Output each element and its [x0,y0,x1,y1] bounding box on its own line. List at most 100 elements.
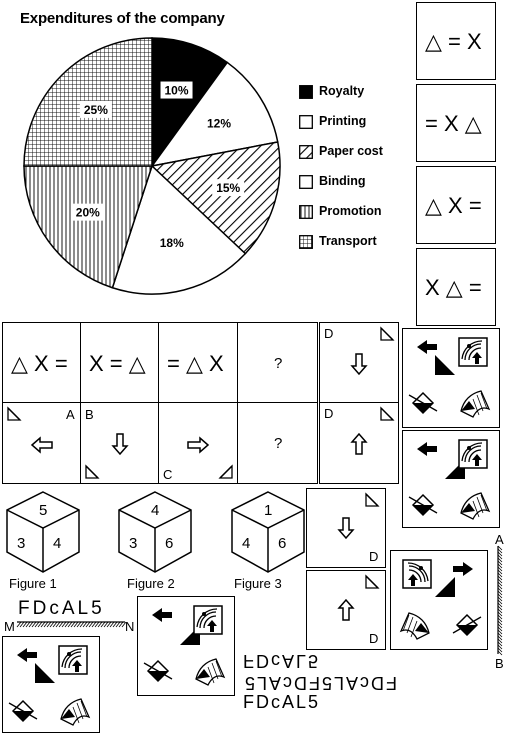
cube-face-left: 3 [17,535,26,552]
pie-label-promotion: 20% [76,206,100,220]
cube-figure-3 [231,491,305,573]
fan-shape-icon [399,612,430,640]
mirror-option-1[interactable]: FDcAL5 [243,651,321,671]
pie-label-background [212,179,245,197]
symbol-group-1[interactable] [402,328,500,428]
diamond-fish-icon [8,699,38,723]
mirror-option-3[interactable]: FDcAL5 [243,692,321,712]
mirror-label-b: B [495,656,504,671]
symbol-group-icons [399,559,482,640]
symbol-group-4[interactable] [137,596,235,696]
mirror-option-2[interactable]: FDcAL5FDcAL5 [243,673,398,693]
d-option-1[interactable]: D [319,322,399,404]
symbol-group-2[interactable] [402,430,500,528]
cube-face-right: 4 [53,535,62,552]
symbol-group-5[interactable] [2,636,100,733]
corner-triangle-icon [380,406,395,421]
legend-swatch [299,235,313,249]
pie-slice-promotion [23,165,154,289]
arrow-up-icon [350,432,368,455]
series-cell-2: X = △ [80,322,160,404]
pie-slice-paper-cost [150,141,281,255]
legend-label: Transport [319,234,377,248]
symbol-option-3-text: △ X = [425,193,482,218]
d-option-4[interactable]: D [306,570,386,650]
arrow-left-icon [30,436,53,454]
arrow-left-bar-icon [152,608,172,622]
legend-label: Royalty [319,84,365,98]
pie-label-royalty: 10% [165,84,189,98]
cube-face-left: 3 [129,535,138,552]
cube-face-top: 1 [264,502,273,519]
pie-slice-royalty [151,37,229,169]
symbol-option-1[interactable]: △ = X [416,2,496,80]
cube-face-top: 5 [39,502,48,519]
cube-figure-1 [6,491,80,573]
mirror-label-n: N [125,619,135,634]
black-triangle-icon [435,577,455,597]
symbol-option-4-text: X △ = [425,275,482,300]
arc-box-icon [58,645,88,675]
cube-figure-2 [118,491,192,573]
arrow-left-bar-icon [453,562,473,576]
series-cell-3-text: = △ X [167,351,224,376]
cube-face-top: 4 [151,502,160,519]
d-letter: D [324,326,334,341]
symbol-option-3[interactable]: △ X = [416,166,496,244]
cube-face-left: 4 [242,535,251,552]
d-option-3[interactable]: D [306,488,386,568]
arrow-cell-1: A [2,402,82,484]
black-triangle-icon [435,355,455,375]
diamond-fish-icon [452,613,482,637]
fan-shape-icon [195,658,226,686]
symbol-option-2[interactable]: = X △ [416,84,496,162]
diamond-fish-icon [408,493,438,517]
symbol-group-icons [408,337,491,418]
arc-box-icon [458,439,488,469]
symbol-option-2-text: = X △ [425,111,482,136]
fan-shape-icon [460,390,491,418]
corner-triangle-icon [365,574,380,589]
symbol-group-icons [408,439,491,520]
pie-slice-printing [150,61,279,168]
symbol-group-3[interactable] [390,550,488,650]
arrow-down-icon [337,517,355,540]
pie-slice-binding [111,164,247,295]
pie-chart: 10% 12% 15% 18% 20% 25% [23,37,281,295]
cube-face-right: 6 [278,535,287,552]
fan-shape-icon [460,492,491,520]
black-triangle-icon [35,663,55,683]
legend-label: Paper cost [319,144,383,158]
pie-label-binding: 18% [160,236,184,250]
arrow-cell-letter-b: B [85,407,94,422]
cube-figure-label: Figure 3 [234,576,282,591]
series-cell-1: △ X = [2,322,82,404]
arrow-left-bar-icon [17,648,37,662]
legend-label: Promotion [319,204,382,218]
arrow-left-bar-icon [417,340,437,354]
legend-swatch [299,115,313,129]
pie-label-paper-cost: 15% [216,181,240,195]
pie-label-background [79,100,112,118]
d-option-2[interactable]: D [319,402,399,484]
arrow-right-icon [187,436,210,454]
series-cell-2-text: X = △ [89,351,146,376]
legend-swatch [299,85,313,99]
pie-label-background [71,203,104,221]
diamond-fish-icon [143,659,173,683]
arrow-cell-2: B [80,402,160,484]
pie-label-background [160,81,193,99]
symbol-option-4[interactable]: X △ = [416,248,496,326]
pie-label-printing: 12% [207,116,231,130]
mirror-word: FDcAL5 [18,598,105,619]
cube-face-right: 6 [165,535,174,552]
legend-swatch [299,145,313,159]
cube-figure-label: Figure 1 [9,576,57,591]
series-cell-4: ? [237,322,318,404]
d-letter: D [369,631,379,646]
arc-box-icon [458,337,488,367]
arrow-cell-letter-a: A [66,407,75,422]
mirror-line-ab [497,545,503,656]
corner-triangle-icon [380,326,395,341]
legend-label: Binding [319,174,366,188]
